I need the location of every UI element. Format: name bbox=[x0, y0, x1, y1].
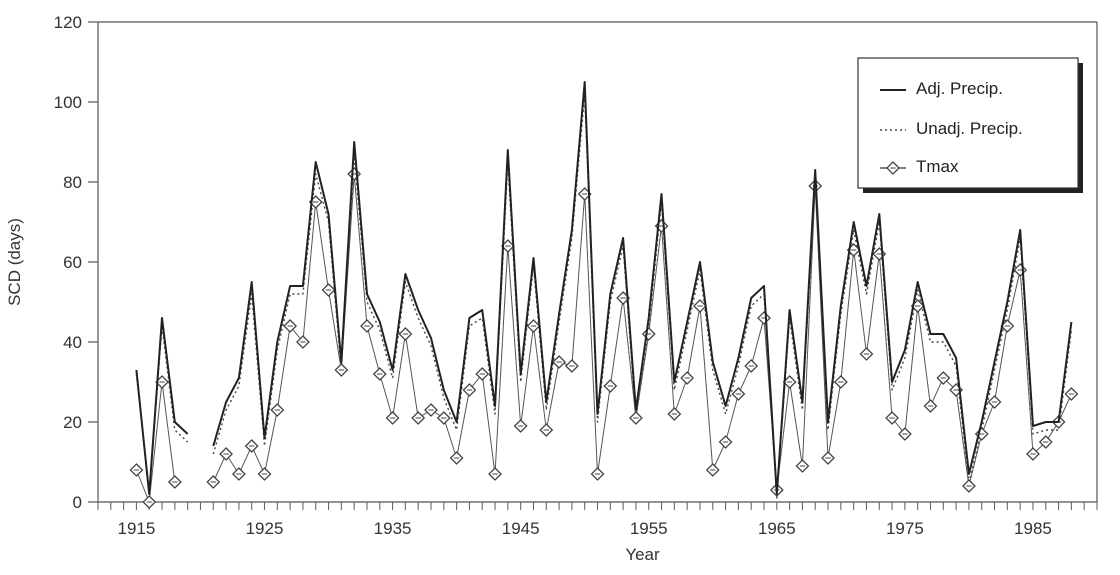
data-point-tmax bbox=[1026, 447, 1040, 461]
data-point-tmax bbox=[590, 467, 605, 481]
y-tick-label: 0 bbox=[73, 493, 82, 512]
data-point-tmax bbox=[757, 311, 771, 325]
data-point-tmax bbox=[564, 359, 579, 373]
data-point-tmax bbox=[398, 327, 413, 341]
data-point-tmax bbox=[629, 411, 643, 425]
y-tick-label: 80 bbox=[63, 173, 82, 192]
data-point-tmax bbox=[885, 411, 899, 425]
legend-label-unadj-precip: Unadj. Precip. bbox=[916, 119, 1023, 138]
data-point-tmax bbox=[987, 395, 1002, 409]
x-axis-title: Year bbox=[625, 545, 660, 564]
data-point-tmax bbox=[795, 459, 810, 473]
data-point-tmax bbox=[1013, 263, 1028, 277]
data-point-tmax bbox=[1064, 387, 1079, 401]
y-tick-label: 100 bbox=[54, 93, 82, 112]
series-tmax bbox=[129, 167, 1079, 509]
series-line-tmax bbox=[135, 381, 176, 503]
data-point-tmax bbox=[821, 451, 835, 465]
x-tick-label: 1965 bbox=[758, 519, 796, 538]
data-point-tmax bbox=[667, 407, 682, 421]
data-point-tmax bbox=[231, 467, 246, 481]
data-point-tmax bbox=[744, 359, 759, 373]
data-point-tmax bbox=[641, 327, 656, 341]
x-axis: 1915 1925 1935 1945 1955 1965 1975 1985 bbox=[97, 502, 1098, 538]
legend-label-adj-precip: Adj. Precip. bbox=[916, 79, 1003, 98]
legend-marker-tmax bbox=[886, 161, 900, 175]
data-point-tmax bbox=[283, 319, 298, 333]
data-point-tmax bbox=[859, 347, 874, 361]
data-point-tmax bbox=[526, 319, 541, 333]
data-point-tmax bbox=[270, 403, 285, 417]
x-tick-label: 1945 bbox=[502, 519, 540, 538]
legend-label-tmax: Tmax bbox=[916, 157, 959, 176]
data-point-tmax bbox=[552, 355, 566, 369]
data-point-tmax bbox=[539, 423, 554, 437]
data-point-tmax bbox=[936, 371, 951, 385]
data-point-tmax bbox=[142, 495, 157, 509]
data-point-tmax bbox=[897, 427, 912, 441]
legend-diamond-icon bbox=[886, 161, 900, 175]
series-adj-precip bbox=[135, 81, 1073, 495]
data-point-tmax bbox=[962, 479, 976, 493]
x-tick-label: 1915 bbox=[118, 519, 156, 538]
series-line-adj-precip bbox=[212, 81, 1073, 495]
data-point-tmax bbox=[372, 367, 387, 381]
data-point-tmax bbox=[693, 299, 707, 313]
series-line-unadj-precip bbox=[135, 325, 189, 495]
data-point-tmax bbox=[513, 419, 528, 433]
data-point-tmax bbox=[360, 319, 374, 333]
y-axis-title: SCD (days) bbox=[5, 218, 24, 306]
data-point-tmax bbox=[680, 371, 695, 385]
series-line-tmax bbox=[212, 173, 1072, 491]
data-point-tmax bbox=[731, 387, 746, 401]
data-point-tmax bbox=[334, 363, 349, 377]
data-point-tmax bbox=[449, 451, 464, 465]
data-point-tmax bbox=[424, 403, 438, 417]
data-point-tmax bbox=[385, 411, 400, 425]
y-axis: 0 20 40 60 80 100 120 bbox=[54, 13, 98, 512]
data-point-tmax bbox=[244, 439, 259, 453]
y-tick-label: 20 bbox=[63, 413, 82, 432]
data-point-tmax bbox=[475, 367, 490, 381]
data-point-tmax bbox=[833, 375, 848, 389]
data-point-tmax bbox=[167, 475, 182, 489]
data-point-tmax bbox=[603, 379, 618, 393]
data-point-tmax bbox=[206, 475, 221, 489]
data-point-tmax bbox=[436, 411, 451, 425]
data-point-tmax bbox=[129, 463, 144, 477]
data-point-tmax bbox=[488, 467, 502, 481]
y-tick-label: 60 bbox=[63, 253, 82, 272]
data-point-tmax bbox=[321, 283, 336, 297]
y-tick-label: 120 bbox=[54, 13, 82, 32]
data-point-tmax bbox=[923, 399, 938, 413]
data-point-tmax bbox=[219, 447, 233, 461]
x-tick-label: 1955 bbox=[630, 519, 668, 538]
x-tick-label: 1925 bbox=[246, 519, 284, 538]
y-tick-label: 40 bbox=[63, 333, 82, 352]
data-point-tmax bbox=[411, 411, 426, 425]
x-tick-label: 1985 bbox=[1014, 519, 1052, 538]
x-tick-label: 1975 bbox=[886, 519, 924, 538]
series-layer bbox=[129, 81, 1079, 509]
series-line-adj-precip bbox=[135, 317, 189, 495]
x-tick-label: 1935 bbox=[374, 519, 412, 538]
data-point-tmax bbox=[718, 435, 733, 449]
data-point-tmax bbox=[347, 167, 362, 181]
data-point-tmax bbox=[1038, 435, 1053, 449]
data-point-tmax bbox=[296, 335, 310, 349]
data-point-tmax bbox=[462, 383, 477, 397]
data-point-tmax bbox=[257, 467, 272, 481]
data-point-tmax bbox=[705, 463, 720, 477]
legend: Adj. Precip. Unadj. Precip. Tmax bbox=[857, 57, 1083, 193]
